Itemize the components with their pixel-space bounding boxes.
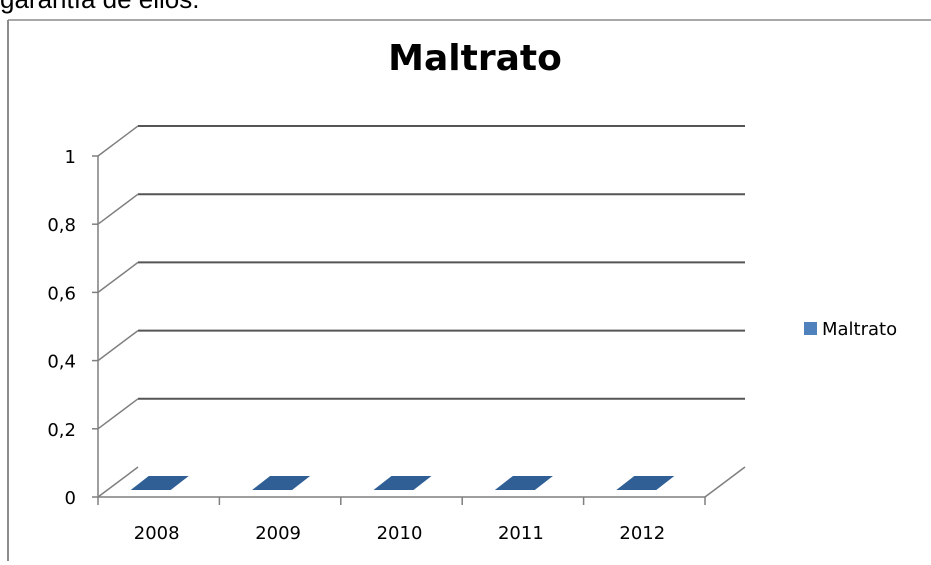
y-tick-label: 0,4	[47, 352, 76, 373]
bar	[130, 476, 189, 490]
chart-title: Maltrato	[388, 38, 562, 79]
y-tick-label: 1	[65, 147, 76, 168]
side-gridline	[97, 125, 139, 157]
y-tick-labels: 0 0,2 0,4 0,6 0,8 1	[47, 147, 76, 509]
y-tick-label: 0,8	[47, 215, 76, 236]
side-gridline	[97, 398, 139, 430]
bar	[616, 476, 675, 490]
legend-swatch-maltrato	[804, 322, 817, 335]
y-tick-label: 0,2	[47, 420, 76, 441]
x-tick-label: 2011	[498, 523, 544, 544]
bars	[130, 476, 675, 490]
axes	[92, 155, 706, 505]
bar	[252, 476, 311, 490]
floor-right-edge	[704, 466, 746, 498]
side-gridline	[97, 330, 139, 362]
x-tick-label: 2012	[619, 523, 665, 544]
x-tick-label: 2010	[377, 523, 423, 544]
y-tick-label: 0	[65, 488, 76, 509]
legend-label-maltrato: Maltrato	[822, 319, 897, 340]
gridlines	[97, 125, 746, 498]
bar	[373, 476, 432, 490]
side-gridline	[97, 261, 139, 293]
y-tick-label: 0,6	[47, 283, 76, 304]
side-gridline	[97, 466, 139, 498]
bar	[494, 476, 553, 490]
cut-off-page-text: garantía de ellos.	[0, 0, 199, 15]
x-tick-label: 2009	[255, 523, 301, 544]
side-gridline	[97, 193, 139, 225]
x-tick-label: 2008	[134, 523, 180, 544]
x-tick-labels: 2008 2009 2010 2011 2012	[134, 523, 665, 544]
legend: Maltrato	[804, 319, 897, 340]
